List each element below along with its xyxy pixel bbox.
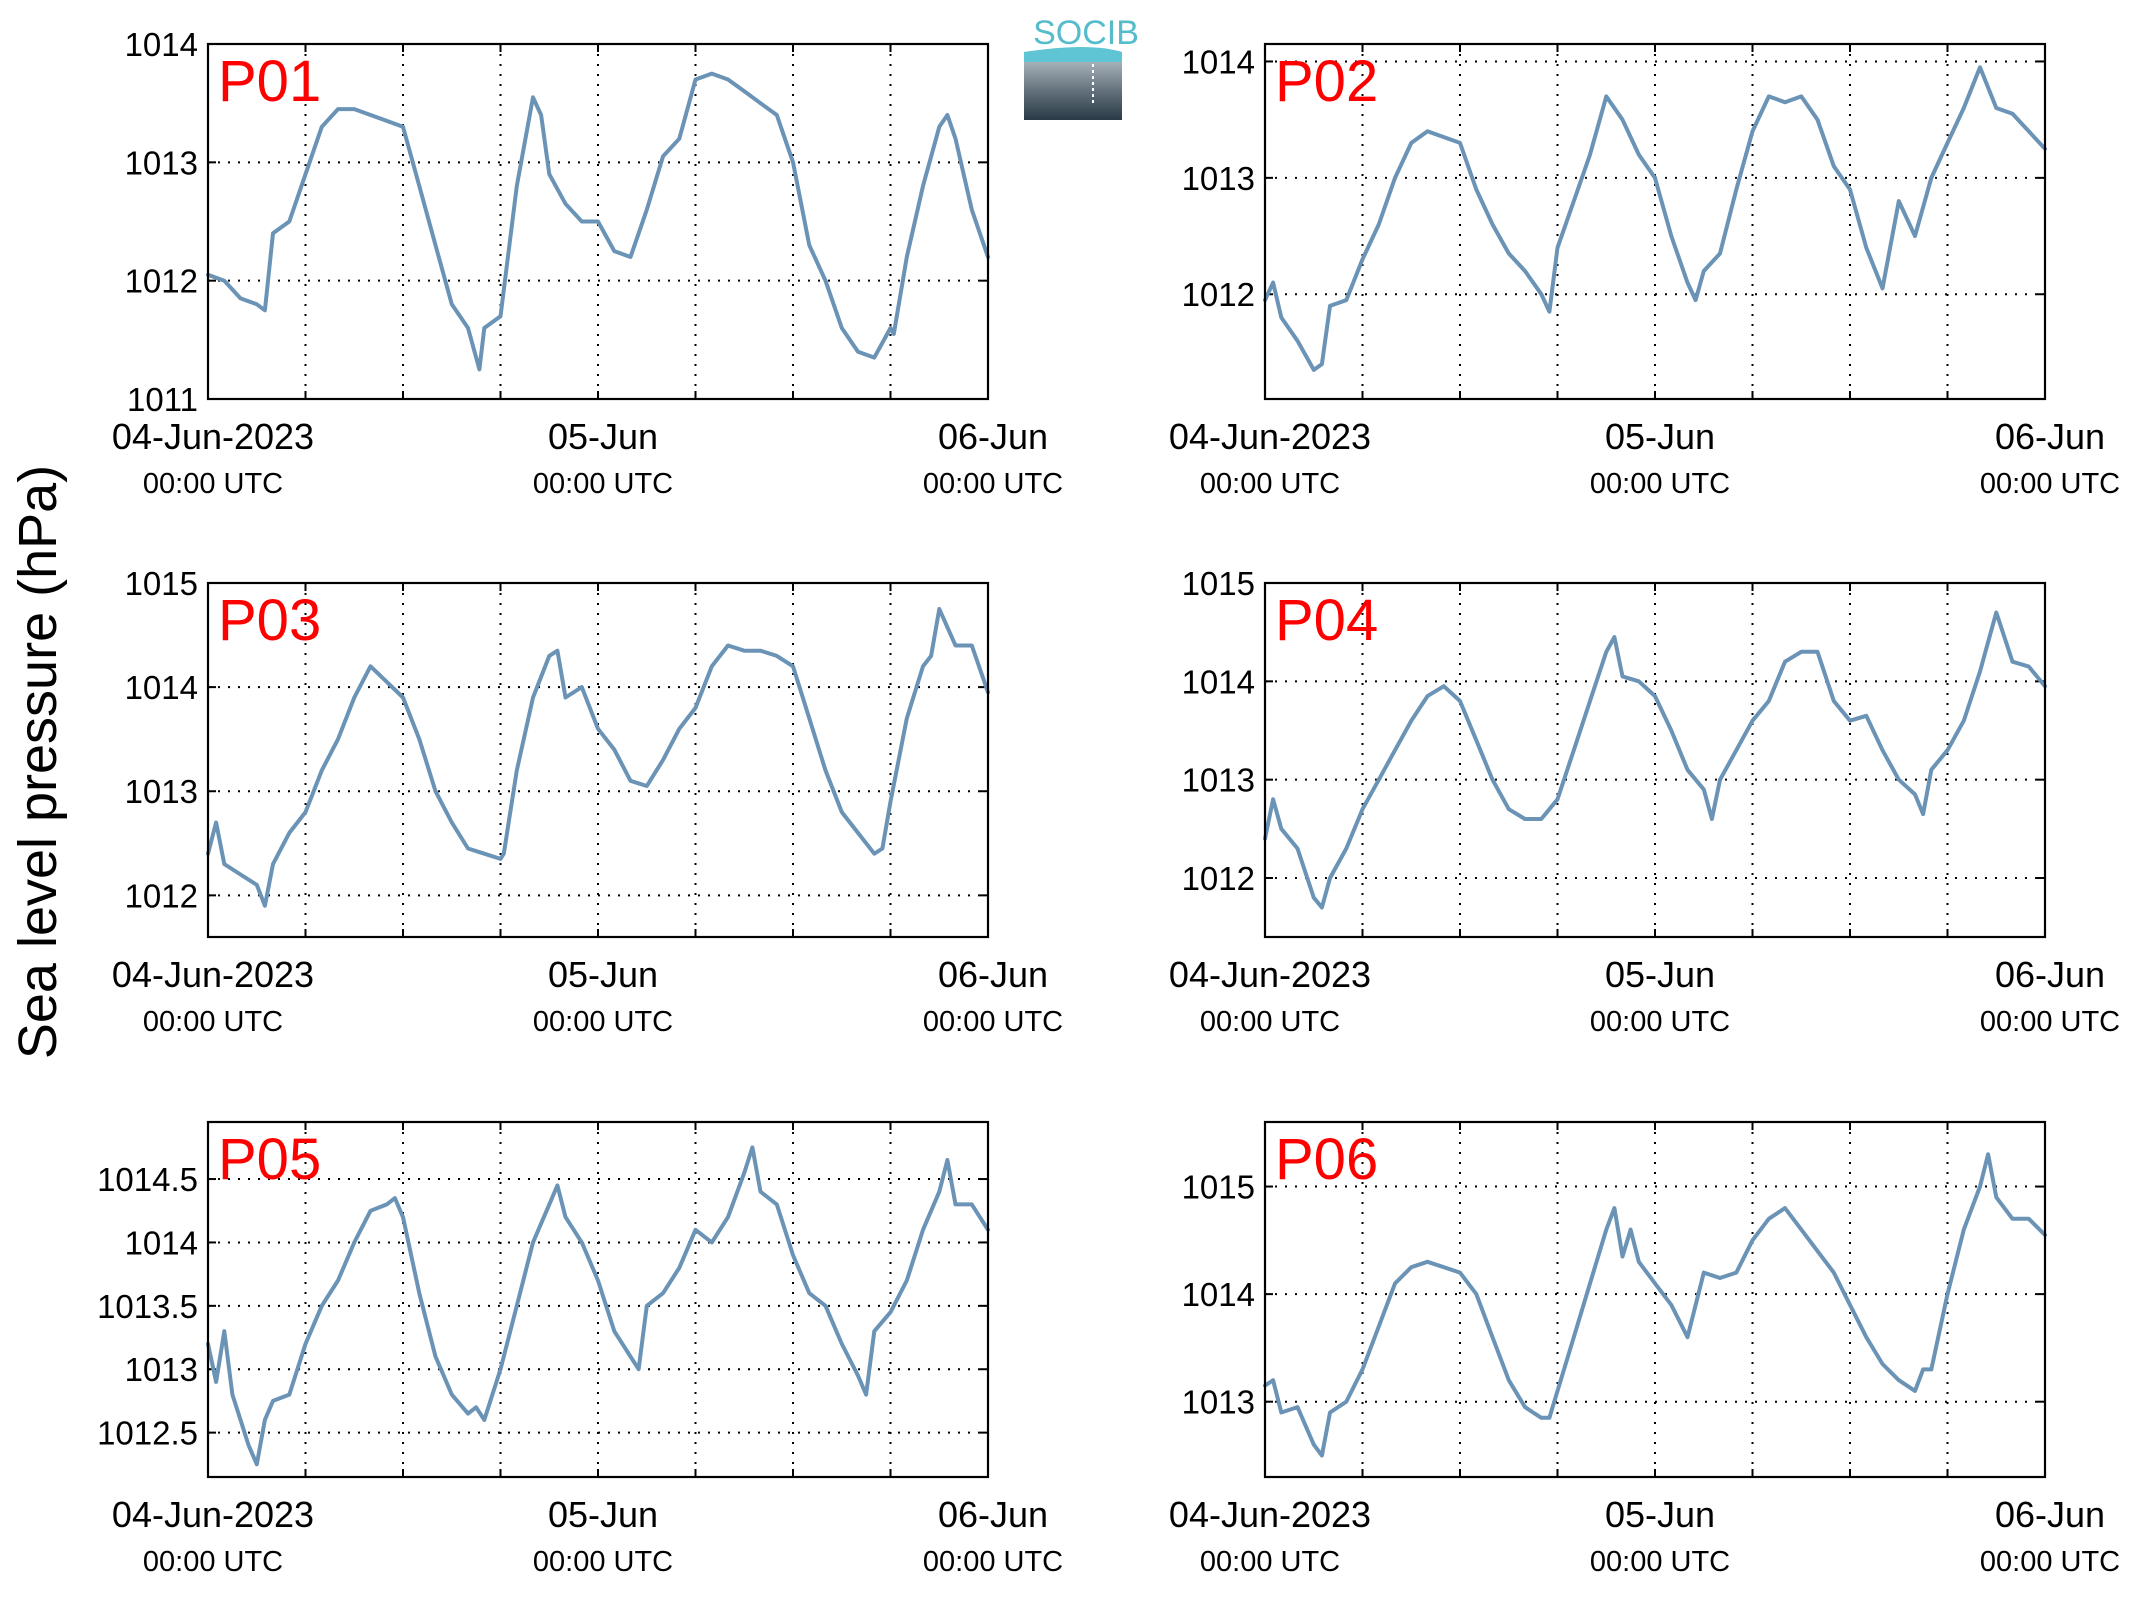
x-tick-label-time: 00:00 UTC: [923, 1546, 1063, 1578]
x-tick-label-date: 05-Jun: [548, 1494, 658, 1535]
y-tick-label: 1013.5: [97, 1288, 198, 1325]
x-tick-label-date: 06-Jun: [1995, 416, 2105, 457]
x-tick-label-date: 05-Jun: [1605, 954, 1715, 995]
panel-p02: P02 1012 1013 1014 04-Jun-2023 00:00 UTC 05-Ju…: [1169, 42, 2120, 500]
x-tick-label-time: 00:00 UTC: [923, 468, 1063, 500]
x-tick-label-time: 00:00 UTC: [1200, 468, 1340, 500]
x-tick-label-time: 00:00 UTC: [1590, 1006, 1730, 1038]
y-tick-label: 1014.5: [97, 1161, 198, 1198]
series-line: [1263, 610, 2047, 910]
x-tick-label-date: 06-Jun: [938, 954, 1048, 995]
series-line: [206, 71, 990, 372]
y-tick-label: 1014: [1182, 1276, 1255, 1313]
x-tick-label-time: 00:00 UTC: [533, 1546, 673, 1578]
x-tick-label-time: 00:00 UTC: [1980, 468, 2120, 500]
x-tick-label-date: 06-Jun: [938, 416, 1048, 457]
y-tick-label: 1012: [1182, 276, 1255, 313]
axes-frame: [206, 1120, 990, 1479]
x-tick-label-date: 04-Jun-2023: [112, 1494, 314, 1535]
y-tick-label: 1013: [125, 144, 198, 181]
y-tick-label: 1014: [125, 1224, 198, 1261]
x-tick-label-time: 00:00 UTC: [533, 468, 673, 500]
x-tick-label-time: 00:00 UTC: [1200, 1546, 1340, 1578]
y-tick-label: 1015: [125, 565, 198, 602]
x-tick-label-date: 05-Jun: [1605, 416, 1715, 457]
x-tick-label-time: 00:00 UTC: [533, 1006, 673, 1038]
axes-frame: [206, 42, 990, 401]
y-tick-label: 1012.5: [97, 1415, 198, 1452]
y-tick-label: 1013: [125, 1351, 198, 1388]
x-tick-label-date: 06-Jun: [938, 1494, 1048, 1535]
panel-label: P06: [1275, 1127, 1378, 1192]
y-tick-label: 1012: [125, 877, 198, 914]
x-tick-label-time: 00:00 UTC: [1590, 468, 1730, 500]
y-tick-label: 1012: [125, 263, 198, 300]
y-tick-label: 1014: [125, 26, 198, 63]
x-tick-label-time: 00:00 UTC: [143, 1006, 283, 1038]
y-tick-label: 1013: [1182, 160, 1255, 197]
x-tick-label-time: 00:00 UTC: [1980, 1006, 2120, 1038]
panel-label: P03: [218, 588, 321, 653]
series-line: [206, 607, 990, 908]
y-tick-label: 1015: [1182, 1169, 1255, 1206]
x-tick-label-date: 05-Jun: [1605, 1494, 1715, 1535]
panel-label: P02: [1275, 49, 1378, 114]
x-tick-label-time: 00:00 UTC: [143, 1546, 283, 1578]
x-tick-label-date: 05-Jun: [548, 416, 658, 457]
x-tick-label-time: 00:00 UTC: [1200, 1006, 1340, 1038]
x-tick-label-date: 06-Jun: [1995, 1494, 2105, 1535]
x-tick-label-time: 00:00 UTC: [923, 1006, 1063, 1038]
panel-label: P04: [1275, 588, 1378, 653]
plot-area: [208, 1122, 988, 1477]
x-tick-label-date: 04-Jun-2023: [112, 416, 314, 457]
x-tick-label-date: 05-Jun: [548, 954, 658, 995]
x-tick-label-date: 04-Jun-2023: [1169, 416, 1371, 457]
y-tick-label: 1013: [1182, 1384, 1255, 1421]
plot-area: [208, 583, 988, 937]
series-line: [206, 1145, 990, 1467]
socib-logo: SOCIB: [1024, 14, 1139, 120]
plot-area: [1265, 1122, 2045, 1477]
x-tick-label-date: 06-Jun: [1995, 954, 2105, 995]
y-tick-label: 1012: [1182, 860, 1255, 897]
panel-label: P01: [218, 49, 321, 114]
y-tick-label: 1013: [1182, 762, 1255, 799]
series-line: [1263, 1152, 2047, 1458]
x-tick-label-time: 00:00 UTC: [1590, 1546, 1730, 1578]
y-axis-label: Sea level pressure (hPa): [8, 465, 68, 1059]
panel-p01: P01 1011 1012 1013 1014 04-Jun-2023 00:00 UTC 0…: [112, 26, 1063, 500]
panel-p03: P03 1012 1013 1014 1015 04-Jun-2023 00:00 UTC 0…: [112, 565, 1063, 1038]
series-line: [1263, 65, 2047, 372]
logo-text: SOCIB: [1033, 14, 1139, 52]
x-tick-label-date: 04-Jun-2023: [112, 954, 314, 995]
y-tick-label: 1011: [127, 381, 198, 418]
x-tick-label-time: 00:00 UTC: [143, 468, 283, 500]
axes-frame: [1263, 1120, 2047, 1479]
plot-area: [1265, 44, 2045, 399]
panel-p05: P05 1012.5 1013 1013.5 1014 1014.5 04-Jun-2023…: [97, 1120, 1063, 1578]
axes-frame: [1263, 581, 2047, 939]
axes-frame: [1263, 42, 2047, 401]
y-tick-label: 1013: [125, 773, 198, 810]
y-tick-label: 1014: [1182, 43, 1255, 80]
x-tick-label-date: 04-Jun-2023: [1169, 1494, 1371, 1535]
x-tick-label-time: 00:00 UTC: [1980, 1546, 2120, 1578]
panel-p04: P04 1012 1013 1014 1015 04-Jun-2023 00:00 UTC 0…: [1169, 565, 2120, 1038]
y-tick-label: 1014: [125, 669, 198, 706]
panel-label: P05: [218, 1127, 321, 1192]
y-tick-label: 1015: [1182, 565, 1255, 602]
panels: P01 1011 1012 1013 1014 04-Jun-2023 00:00 UTC 0…: [97, 26, 2120, 1578]
x-tick-label-date: 04-Jun-2023: [1169, 954, 1371, 995]
y-tick-label: 1014: [1182, 663, 1255, 700]
panel-p06: P06 1013 1014 1015 04-Jun-2023 00:00 UTC 05-Ju…: [1169, 1120, 2120, 1578]
axes-frame: [206, 581, 990, 939]
